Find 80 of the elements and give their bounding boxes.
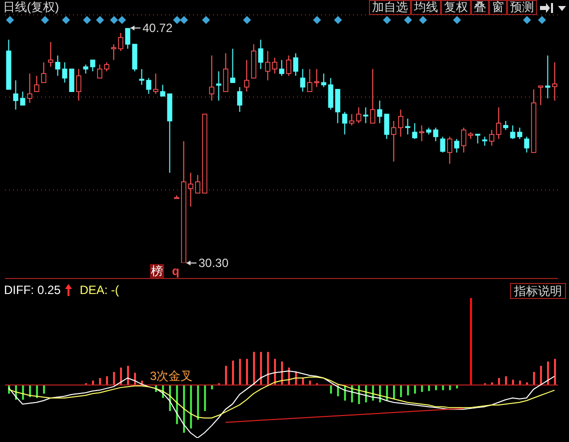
candlestick: [293, 52, 298, 76]
candlestick: [223, 52, 228, 92]
candlestick: [27, 73, 32, 104]
bar: [253, 352, 255, 385]
candlestick: [545, 55, 550, 99]
text: 均线: [411, 0, 441, 15]
bar: [232, 360, 234, 385]
candlestick: [412, 122, 418, 140]
bar: [99, 378, 101, 385]
candlestick: [286, 55, 292, 76]
bar: [204, 384, 206, 412]
bar: [246, 358, 248, 385]
candlestick: [34, 75, 40, 92]
candlestick: [475, 134, 480, 144]
candlestick: [216, 70, 222, 102]
candlestick: [538, 85, 544, 106]
annotation: 30.30: [198, 256, 229, 270]
text: 预测: [507, 0, 537, 15]
bar: [547, 361, 549, 385]
text: 加自选: [369, 0, 411, 15]
text: DEA: -(: [80, 283, 120, 297]
candlestick: [370, 68, 376, 124]
candlestick: [363, 106, 368, 124]
text: 窗: [489, 0, 507, 15]
text: 指标说明: [510, 283, 566, 299]
candlestick: [76, 68, 82, 102]
text: 榜: [150, 264, 164, 278]
bar: [190, 384, 192, 428]
bar: [407, 384, 409, 396]
candlestick: [419, 124, 424, 142]
bar: [106, 376, 108, 385]
bar: [512, 380, 514, 385]
candlestick: [342, 111, 348, 135]
bar: [120, 368, 122, 385]
candlestick: [454, 138, 460, 153]
candlestick: [440, 136, 446, 153]
candlestick: [482, 136, 488, 146]
bar: [533, 372, 535, 385]
annotation: 3次金叉: [150, 368, 193, 385]
bar: [421, 384, 423, 392]
bar: [498, 378, 500, 385]
candlestick: [230, 48, 236, 84]
bar: [43, 384, 45, 394]
candlestick: [209, 55, 214, 102]
candlestick: [48, 41, 54, 68]
bar: [428, 384, 430, 392]
bar: [197, 384, 199, 420]
text: q: [172, 264, 180, 278]
chart-title: 日线(复权): [3, 0, 59, 14]
text: DIFF: 0.25: [4, 283, 61, 297]
candlestick: [447, 136, 452, 164]
bar: [267, 352, 269, 385]
bar: [260, 352, 262, 385]
bar: [470, 298, 472, 385]
candlestick: [237, 86, 242, 112]
bar: [183, 384, 185, 433]
candlestick: [244, 60, 250, 92]
candlestick: [279, 60, 284, 76]
bar: [127, 366, 129, 385]
candlestick: [258, 39, 264, 70]
bar: [400, 384, 402, 398]
text: 复权: [441, 0, 471, 15]
bar: [113, 372, 115, 385]
bar: [393, 384, 395, 399]
bar: [330, 384, 332, 394]
candlestick: [552, 62, 558, 102]
text: 叠: [471, 0, 489, 15]
candlestick: [524, 136, 530, 153]
candlestick: [300, 68, 306, 92]
bar: [554, 358, 556, 385]
bar: [540, 366, 542, 385]
bar: [505, 376, 507, 385]
candlestick: [405, 118, 410, 135]
candlestick: [153, 73, 158, 94]
candlestick: [41, 62, 46, 84]
bar: [414, 384, 416, 394]
candlestick: [503, 120, 508, 130]
annotation: 40.72: [142, 21, 173, 35]
bar: [225, 366, 227, 385]
bar: [239, 358, 241, 385]
